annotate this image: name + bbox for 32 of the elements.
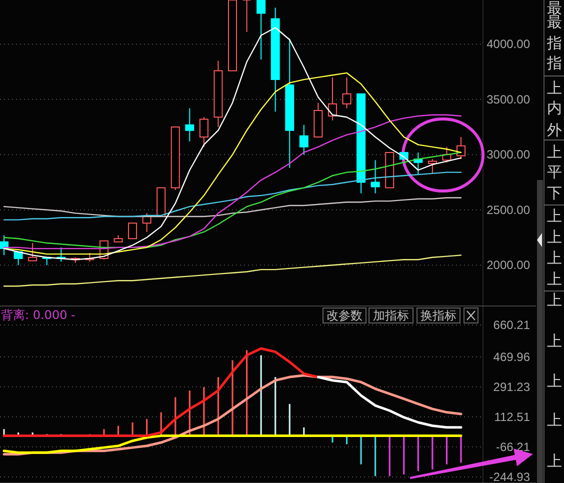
y-tick-label: 469.96 (493, 350, 530, 364)
text: 内 (547, 99, 562, 117)
y-tick-label: 660.21 (493, 318, 530, 332)
y-tick-label: 2000.00 (486, 258, 530, 272)
text: 指 (546, 54, 562, 72)
text: 上 (547, 332, 562, 350)
y-tick-label: 3000.00 (486, 148, 530, 162)
annotation: 加指标 (373, 308, 409, 322)
text: 上 (547, 228, 562, 246)
y-tick-label: 112.51 (494, 410, 530, 424)
text: 上 (547, 249, 562, 267)
y-tick-label: 291.23 (493, 380, 530, 394)
text: 指 (546, 34, 562, 52)
y-tick-label: 3500.00 (486, 92, 530, 106)
text: 上 (547, 452, 562, 470)
text: 上 (547, 143, 562, 161)
text: 下 (547, 184, 562, 202)
text: 上 (547, 79, 562, 97)
text: 上 (547, 411, 562, 429)
annotation: 改参数 (326, 308, 362, 322)
annotation: 背离: 0.000 - (1, 308, 76, 322)
text: 上 (547, 207, 562, 225)
y-tick-label: -66.21 (496, 440, 530, 454)
text: 外 (547, 121, 562, 139)
text: 平 (547, 163, 562, 181)
text: 上 (547, 372, 562, 390)
annotation: 换指标 (420, 308, 456, 322)
y-tick-label: 2500.00 (486, 202, 530, 217)
text: 上 (547, 270, 562, 288)
y-tick-label: 4000.00 (486, 37, 530, 52)
text: 上 (547, 291, 562, 309)
y-tick-label: -244.93 (489, 470, 530, 483)
